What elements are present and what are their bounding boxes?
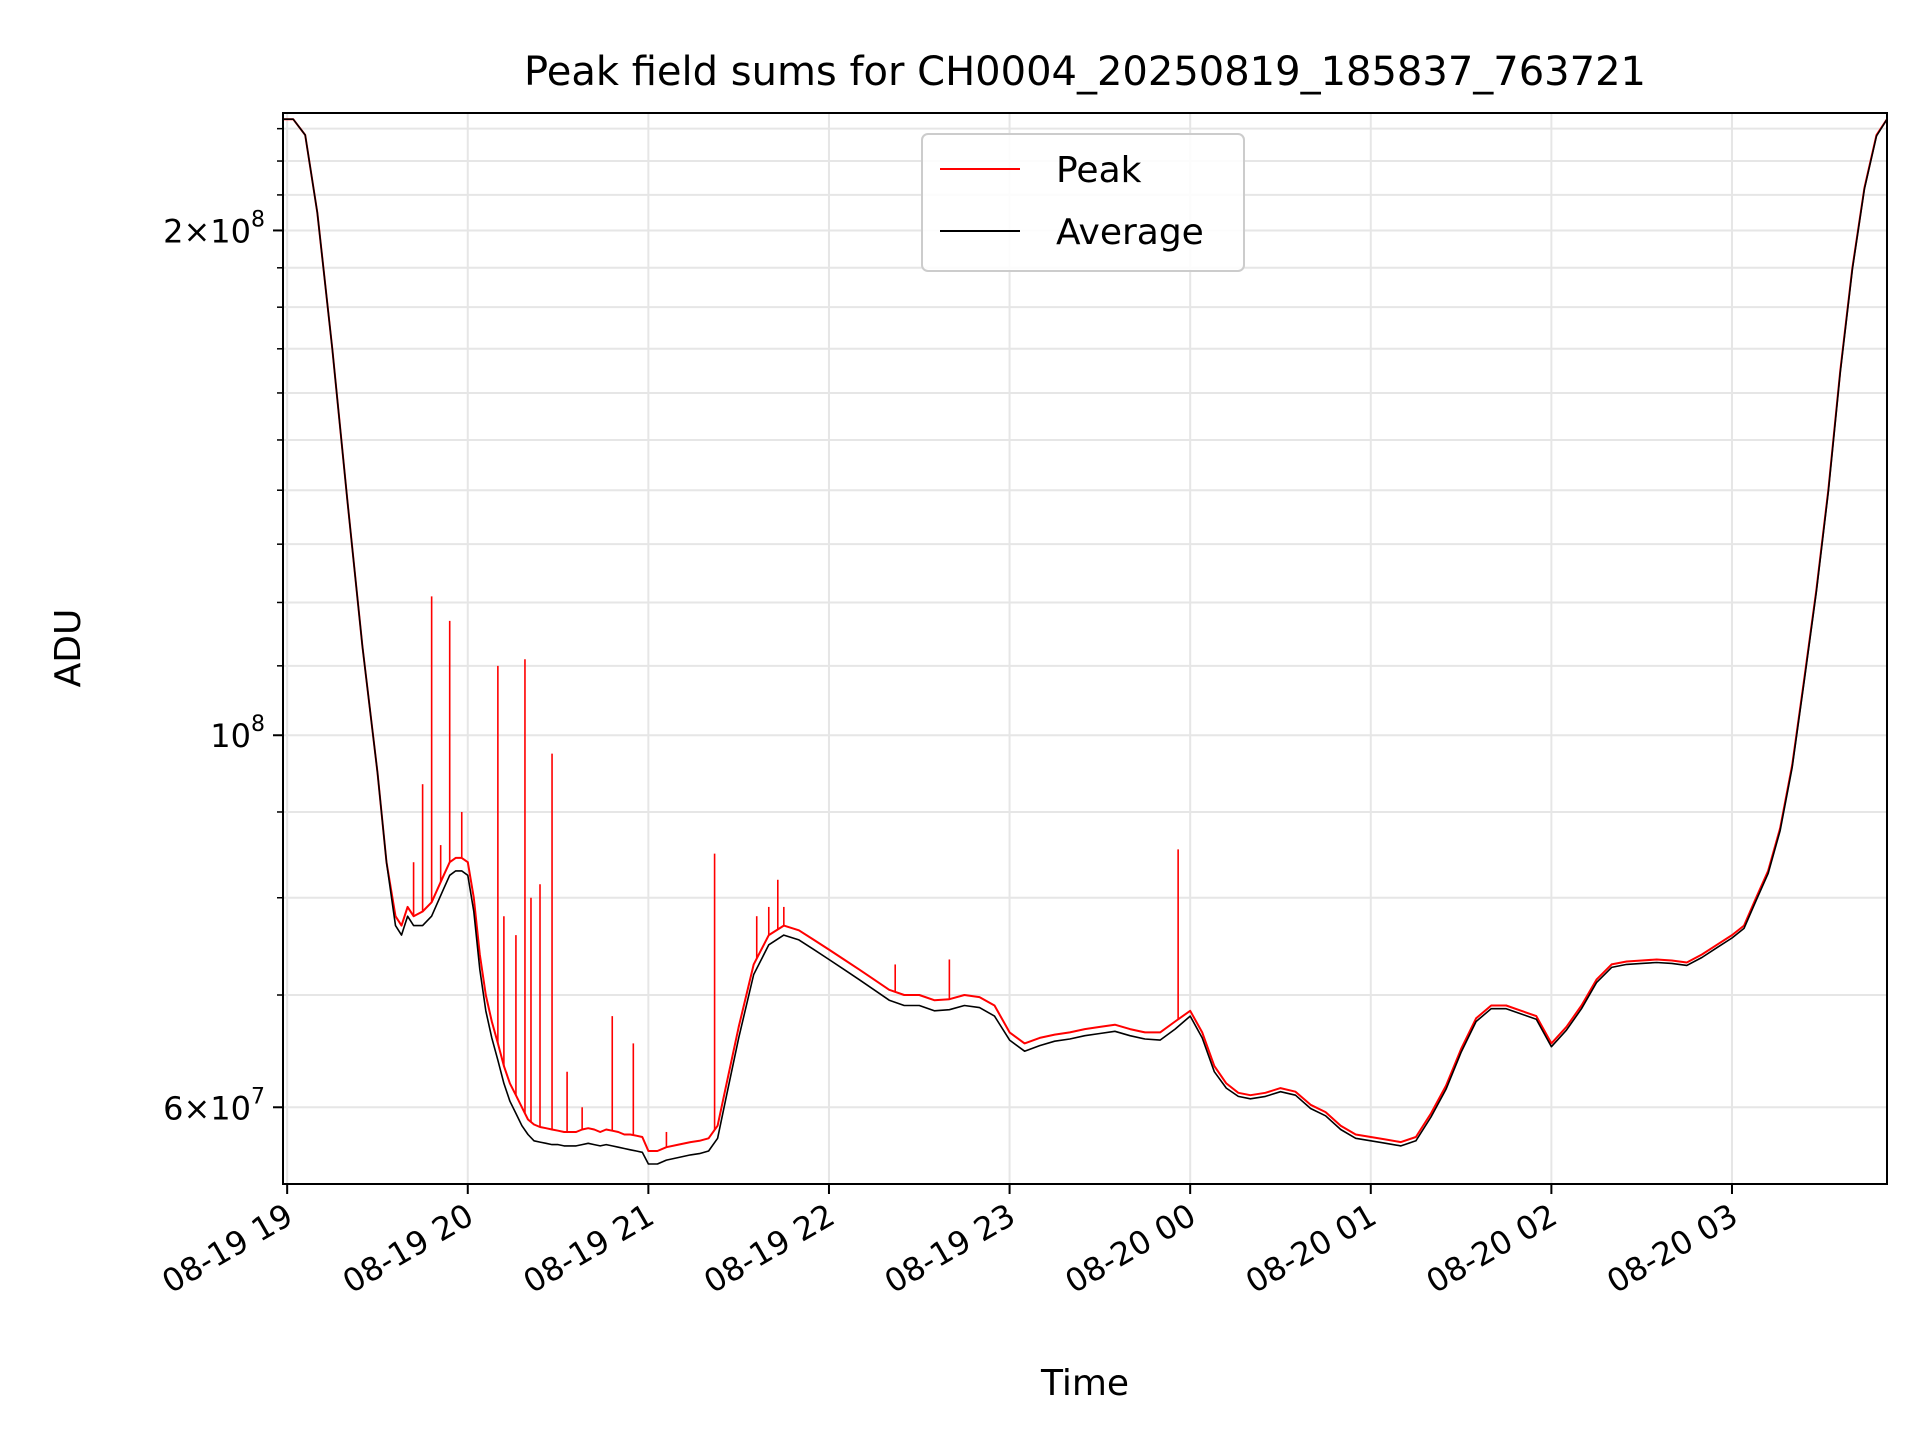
legend: Peak Average bbox=[921, 133, 1245, 272]
legend-label-peak: Peak bbox=[1056, 150, 1142, 191]
series-line-average bbox=[283, 118, 1888, 1165]
x-axis-label: Time bbox=[1040, 1363, 1129, 1404]
chart-title: Peak field sums for CH0004_20250819_1858… bbox=[524, 49, 1646, 95]
plot-frame bbox=[282, 112, 1888, 1185]
y-tick-base: 6×10 bbox=[163, 1089, 251, 1127]
y-tick-label: 108 bbox=[210, 712, 265, 755]
y-axis-label: ADU bbox=[48, 609, 89, 688]
y-tick-label: 2×108 bbox=[163, 207, 265, 250]
series-layer bbox=[283, 118, 1888, 1165]
y-tick-exponent: 8 bbox=[251, 712, 265, 737]
y-tick-label: 6×107 bbox=[163, 1084, 265, 1127]
y-tick-base: 2×10 bbox=[163, 212, 251, 250]
grid bbox=[283, 113, 1887, 1184]
y-tick-base: 10 bbox=[210, 717, 251, 755]
legend-label-average: Average bbox=[1056, 212, 1204, 253]
y-tick-exponent: 7 bbox=[251, 1084, 265, 1109]
y-tick-exponent: 8 bbox=[251, 207, 265, 232]
series-line-peak bbox=[283, 118, 1888, 1152]
